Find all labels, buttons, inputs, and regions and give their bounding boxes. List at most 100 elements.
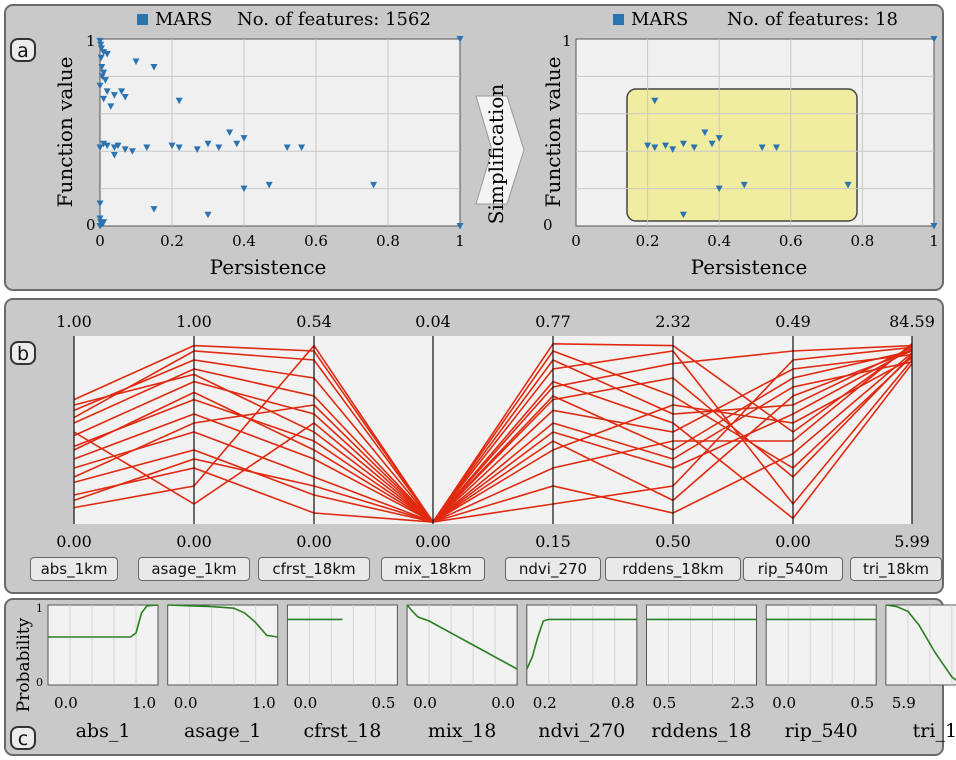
data-point [110,151,118,159]
axis-min-labels: 0.00 0.00 0.00 0.00 0.15 0.50 0.00 5.99 [56,532,930,551]
data-polyline [73,363,913,524]
axis-name-rip_540m[interactable]: rip_540m [743,557,843,581]
axis-min-label: 0.15 [535,532,571,551]
data-point [128,148,136,155]
x-min-label: 0.0 [54,694,78,712]
data-point [97,45,105,52]
axis-min-label: 5.99 [894,532,930,551]
data-point [121,93,129,101]
data-point [118,88,126,95]
data-point [175,97,183,105]
data-polyline [73,350,913,524]
axis-max-label: 1.00 [56,312,92,331]
x-tick-label: 0.4 [232,232,256,250]
axis-name-abs_1km[interactable]: abs_1km [30,557,118,581]
data-point [110,144,118,151]
axis-name-asage_1km[interactable]: asage_1km [138,557,250,581]
plot-frame [167,604,279,686]
data-point [772,144,780,151]
probability-curve [406,604,518,670]
y-tick-bottom: 0 [36,676,43,689]
plot-frame [286,604,398,686]
x-tick-label: 0.2 [636,232,660,250]
data-point [679,140,687,148]
data-point [96,215,104,223]
polylines [73,342,913,524]
panel-b-label: b [10,341,36,365]
axis-name-cfrst_18km[interactable]: cfrst_18km [258,557,370,581]
data-polyline [73,353,913,523]
data-polyline [73,361,913,523]
scatter-chart-right: MARS No. of features: 18 0 0.2 0.4 0.6 0.8 1 … [541,9,939,279]
data-point [103,142,111,150]
scatter-points [644,36,938,230]
data-point [690,144,698,151]
y-axis-label: Function value [541,57,565,208]
y-axis-label: Function value [53,57,77,208]
data-point [96,144,104,151]
data-point [103,88,111,95]
prob-plot-rddens_18: 0.5 2.3 rddens_18 [646,604,757,742]
data-polyline [73,350,913,524]
data-point [456,223,464,230]
axis-max-labels: 1.00 1.00 0.54 0.04 0.77 2.32 0.49 84.59 [56,312,935,331]
axis-max-label: 0.77 [535,312,571,331]
data-point [651,97,659,105]
plot-name: ndvi_270 [538,720,625,742]
data-point [143,144,151,151]
x-tick-label: 1 [455,232,465,250]
legend-label: MARS [631,9,688,30]
axis-name-ndvi_270[interactable]: ndvi_270 [505,557,601,581]
x-min-label: 0.0 [413,694,437,712]
x-max-label: 2.3 [731,694,755,712]
probability-curve [526,618,637,670]
data-point [930,36,938,43]
data-point [644,142,652,150]
data-point [97,41,105,49]
scatter-points [96,36,464,230]
grid [100,39,460,226]
data-polyline [73,350,913,523]
plot-name: mix_18 [428,720,497,742]
data-point [150,64,158,71]
plot-name: abs_1 [76,720,131,742]
data-polyline [73,344,913,523]
axis-max-label: 1.00 [176,312,212,331]
data-point [370,181,378,189]
axis-name-mix_18km[interactable]: mix_18km [381,557,485,581]
data-point [114,142,122,150]
x-tick-label: 0.2 [160,232,184,250]
axis-name-rddens_18km[interactable]: rddens_18km [605,557,741,581]
prob-plot-tri_18: 5.984.6tri_18 [885,604,956,742]
y-tick-top: 1 [36,602,43,615]
data-point [110,92,118,99]
data-polyline [73,357,913,523]
panel-a-label: a [10,38,36,62]
plot-name: rddens_18 [651,720,751,742]
data-point [150,206,158,213]
data-polyline [73,354,913,524]
axis-name-tri_18km[interactable]: tri_18km [850,557,942,581]
x-tick-label: 0.8 [850,232,874,250]
plot-name: cfrst_18 [303,720,381,742]
simplification-arrow: Simplification [475,84,525,224]
y-tick-bottom: 0 [86,216,96,234]
data-point [100,95,108,103]
data-point [204,211,212,219]
data-point [100,49,108,56]
data-point [168,142,176,150]
x-tick-label: 0.4 [707,232,731,250]
axis-min-label: 0.00 [56,532,92,551]
data-point [662,142,669,150]
panel-c-label: c [10,726,36,750]
data-point [669,146,677,153]
x-tick-labels: 0 0.2 0.4 0.6 0.8 1 [95,232,465,250]
y-tick-top: 1 [562,32,572,50]
x-tick-label: 0.6 [304,232,328,250]
axis-max-label: 2.32 [655,312,691,331]
probability-curve [885,604,956,681]
data-point [100,219,108,226]
prob-plot-mix_18: 0.0 0.0 mix_18 [406,604,518,742]
